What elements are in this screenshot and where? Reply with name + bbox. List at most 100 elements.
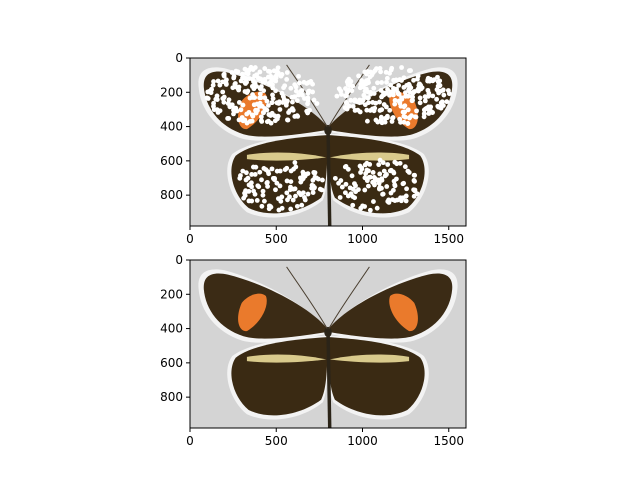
white-dot [421, 111, 427, 117]
white-dot [276, 101, 282, 106]
white-dot [338, 91, 344, 97]
white-dot [296, 190, 302, 196]
white-dot [411, 77, 417, 83]
white-dot [229, 70, 235, 75]
white-dot [401, 75, 407, 81]
white-dot [242, 117, 248, 123]
white-dot [247, 118, 253, 124]
white-dot [257, 91, 263, 97]
white-dot [384, 172, 389, 177]
white-dot [288, 206, 294, 212]
white-dot [357, 97, 363, 103]
white-dot [277, 183, 283, 189]
white-dot [445, 88, 451, 93]
white-dot [378, 87, 384, 93]
white-dot [388, 89, 393, 95]
white-dot [417, 100, 423, 106]
white-dot [238, 173, 243, 178]
white-dot [273, 88, 279, 94]
white-dot [302, 197, 308, 203]
white-dot [266, 118, 271, 124]
white-dot [244, 111, 250, 117]
white-dot [319, 187, 325, 193]
white-dot [391, 178, 397, 184]
white-dot [284, 190, 290, 196]
white-dot [260, 192, 266, 198]
white-dot [379, 107, 385, 113]
white-dot [236, 117, 242, 123]
white-dot [376, 162, 382, 168]
white-dot [242, 89, 248, 94]
white-dot [418, 86, 424, 92]
white-dot [274, 180, 280, 186]
white-dot [390, 115, 396, 120]
white-dot [284, 76, 290, 82]
white-dot [296, 92, 301, 98]
white-dot [304, 81, 310, 86]
white-dot [388, 67, 394, 73]
white-dot [412, 178, 417, 184]
white-dot [284, 70, 290, 75]
white-dot [255, 107, 260, 113]
white-dot [367, 207, 373, 213]
white-dot [231, 105, 237, 111]
white-dot [371, 199, 376, 204]
white-dot [270, 96, 276, 101]
white-dot [345, 193, 351, 199]
white-dot [300, 190, 306, 196]
white-dot [397, 100, 403, 106]
white-dot [269, 166, 275, 172]
white-dot [402, 164, 408, 170]
white-dot [444, 99, 450, 105]
white-dot [311, 97, 317, 103]
bottom-ytick-label: 600 [160, 356, 183, 370]
white-dot [238, 107, 244, 113]
white-dot [305, 191, 311, 197]
white-dot [364, 167, 370, 173]
white-dot [305, 90, 311, 96]
white-dot [364, 160, 370, 166]
white-dot [430, 110, 435, 115]
white-dot [385, 199, 391, 204]
white-dot [269, 110, 275, 116]
white-dot [245, 69, 251, 75]
white-dot [413, 114, 419, 120]
white-dot [349, 173, 355, 179]
top-ytick-label: 400 [160, 120, 183, 134]
white-dot [243, 177, 249, 183]
white-dot [405, 121, 411, 126]
white-dot [344, 101, 350, 106]
white-dot [407, 83, 412, 88]
white-dot [437, 83, 443, 88]
white-dot [409, 98, 415, 104]
white-dot [342, 190, 348, 196]
bottom-panel: 0 500 1000 1500 0 200 400 600 800 [160, 253, 467, 448]
white-dot [221, 94, 227, 100]
white-dot [398, 119, 403, 125]
white-dot [285, 117, 291, 123]
top-ytick-label: 0 [175, 51, 183, 65]
white-dot [296, 80, 302, 86]
white-dot [383, 104, 389, 110]
bottom-ytick-label: 800 [160, 390, 183, 404]
white-dot [417, 95, 423, 101]
white-dot [370, 170, 376, 175]
white-dot [298, 175, 303, 181]
white-dot [367, 108, 373, 113]
white-dot [401, 119, 407, 125]
white-dot [265, 103, 271, 108]
white-dot [221, 99, 227, 105]
white-dot [220, 79, 226, 85]
white-dot [387, 107, 393, 113]
white-dot [405, 168, 411, 174]
bottom-ytick-label: 0 [175, 253, 183, 267]
white-dot [366, 95, 371, 101]
white-dot [226, 97, 232, 103]
white-dot [370, 100, 376, 105]
white-dot [423, 94, 429, 100]
white-dot [259, 203, 265, 209]
white-dot [385, 162, 391, 167]
white-dot [262, 66, 268, 71]
white-dot [422, 98, 428, 104]
white-dot [296, 73, 301, 79]
